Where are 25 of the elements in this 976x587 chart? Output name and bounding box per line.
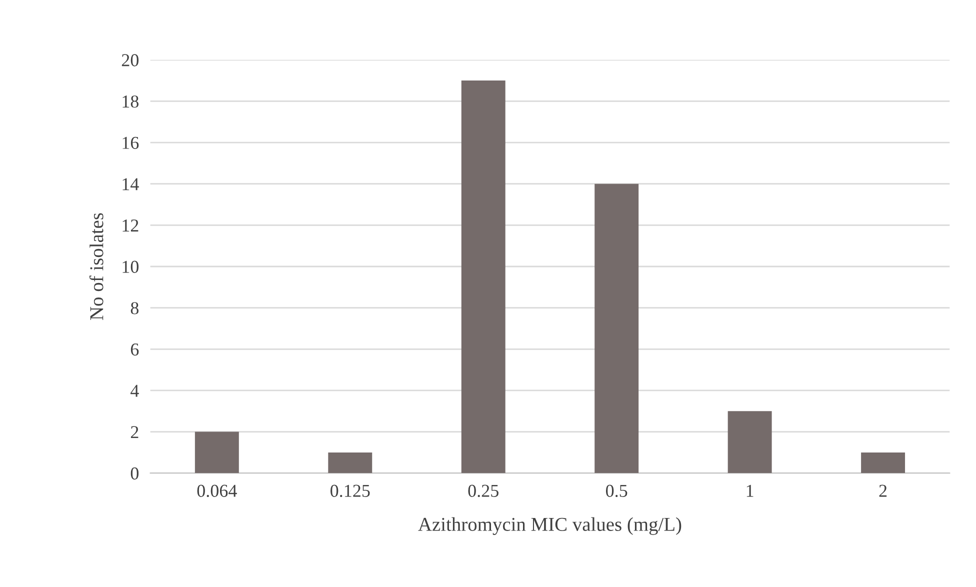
x-tick-label: 0.064: [197, 484, 237, 498]
y-tick-label: 4: [130, 384, 139, 397]
bar: [194, 432, 239, 474]
bar: [461, 80, 506, 474]
x-tick-label: 1: [746, 484, 754, 497]
y-tick-label: 10: [122, 260, 139, 273]
x-tick-label: 0.125: [330, 484, 370, 498]
y-tick-label: 20: [122, 54, 139, 66]
y-tick-label: 16: [122, 136, 139, 149]
x-axis-title: Azithromycin MIC values (mg/L): [418, 517, 682, 535]
y-tick-label: 0: [130, 467, 139, 480]
x-tick-label: 0.5: [606, 484, 628, 498]
y-tick-label: 18: [122, 95, 139, 108]
x-tick-label: 0.25: [468, 484, 498, 498]
y-tick-label: 12: [122, 219, 138, 232]
y-tick-label: 6: [130, 343, 139, 356]
y-axis-title: No of isolates: [89, 213, 104, 320]
y-tick-label: 8: [130, 302, 139, 314]
y-tick-label: 14: [122, 178, 139, 190]
x-tick-label: 2: [879, 484, 887, 497]
bar: [328, 452, 372, 474]
bar: [594, 184, 639, 474]
y-tick-label: 2: [130, 426, 138, 438]
bar: [728, 411, 772, 474]
bar: [861, 452, 906, 474]
